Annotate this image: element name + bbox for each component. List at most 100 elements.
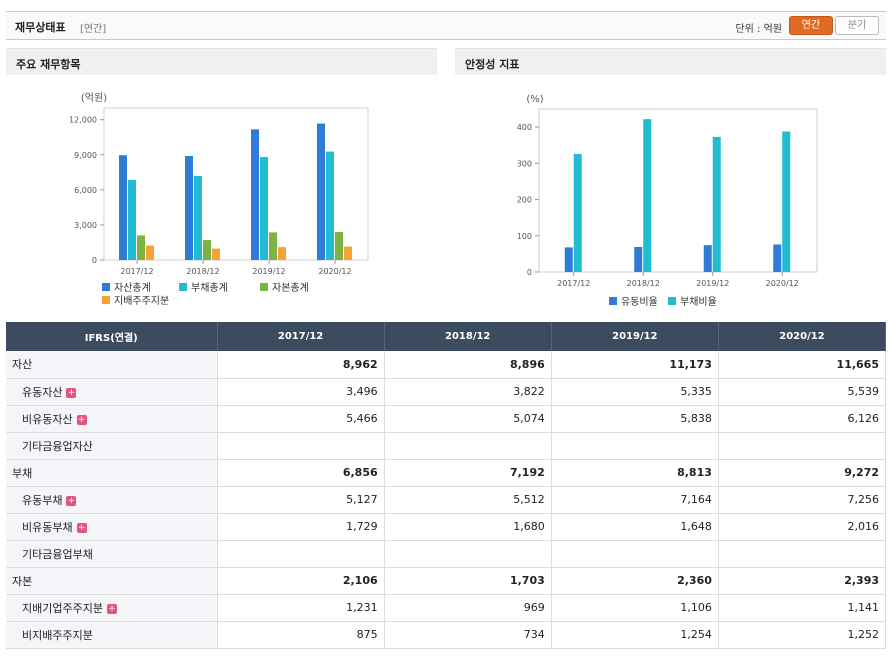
y-tick-label: 0: [527, 268, 532, 277]
table-cell: 5,074: [384, 405, 552, 433]
table-cell: 5,335: [551, 378, 719, 406]
table-cell: 7,256: [718, 486, 887, 514]
table-cell: 3,822: [384, 378, 552, 406]
table-cell: 2,016: [718, 513, 887, 541]
financial-items-chart: (억원) 0 3,000 6,000 9,000 12,000 2017/12 2018/12…: [69, 92, 369, 307]
table-cell: 734: [384, 621, 552, 649]
table-cell: 8,896: [384, 351, 552, 379]
period-indicator: [연간]: [80, 24, 107, 35]
bar-3: [344, 246, 352, 260]
bar-1: [573, 153, 582, 272]
table-cell: [384, 432, 552, 460]
row-label: 기타금융업부채: [6, 540, 218, 568]
table-cell: 7,164: [551, 486, 719, 514]
y-tick-label: 3,000: [74, 221, 97, 230]
legend-label: 부채총계: [191, 282, 228, 294]
row-label: 유동자산 +: [6, 378, 218, 406]
bar-0: [317, 123, 325, 261]
legend-label: 자산총계: [114, 282, 151, 294]
annual-toggle-button[interactable]: 연간: [789, 16, 833, 35]
row-label-text: 유동자산: [22, 385, 63, 399]
table-cell: 5,466: [217, 405, 385, 433]
table-row: 부채 6,856 7,192 8,813 9,272: [6, 459, 887, 487]
bar-1: [194, 175, 202, 260]
x-tick-label: 2017/12: [120, 267, 153, 276]
table-cell: 11,665: [718, 351, 887, 379]
row-label: 비지배주주지분: [6, 621, 218, 649]
table-row: 비유동부채 +1,729 1,680 1,648 2,016: [6, 513, 887, 541]
table-cell: 6,856: [217, 459, 385, 487]
row-label-text: 비유동자산: [22, 412, 73, 426]
bar-2: [269, 232, 277, 260]
bar-1: [326, 151, 334, 260]
bar-1: [128, 179, 136, 260]
table-cell: 1,231: [217, 594, 385, 622]
table-row: 자산 8,962 8,896 11,173 11,665: [6, 351, 887, 379]
row-label: 비유동부채 +: [6, 513, 218, 541]
column-header: 2019/12: [551, 322, 719, 351]
quarterly-toggle-button[interactable]: 분기: [835, 16, 879, 35]
legend-label: 자본총계: [272, 282, 309, 294]
table-cell: 6,126: [718, 405, 887, 433]
x-tick-label: 2017/12: [557, 279, 590, 288]
stability-chart: (%) 0 100 200 300 400 2017/12 2018/12 2019/12 202…: [517, 94, 818, 308]
table-cell: 9,272: [718, 459, 887, 487]
bar-0: [634, 247, 643, 272]
x-tick-label: 2019/12: [252, 267, 285, 276]
bar-1: [782, 131, 791, 272]
table-cell: [551, 540, 719, 568]
row-label-text: 자산: [12, 358, 33, 372]
table-cell: 5,512: [384, 486, 552, 514]
table-cell: [718, 540, 887, 568]
bar-3: [212, 248, 220, 260]
expand-icon[interactable]: +: [66, 495, 77, 506]
bar-3: [278, 247, 286, 260]
expand-icon[interactable]: +: [76, 522, 87, 533]
row-label-text: 자본: [12, 574, 33, 588]
balance-sheet-table: IFRS(연결) 2017/12 2018/12 2019/12 2020/12…: [6, 322, 887, 649]
expand-icon[interactable]: +: [66, 387, 77, 398]
legend-label: 지배주주지분: [114, 295, 169, 307]
bar-0: [703, 245, 712, 272]
table-cell: [217, 432, 385, 460]
table-row: 유동부채 +5,127 5,512 7,164 7,256: [6, 486, 887, 514]
table-cell: 8,813: [551, 459, 719, 487]
section-title: 재무상태표: [15, 21, 66, 34]
y-tick-label: 300: [517, 159, 532, 168]
table-row: 유동자산 +3,496 3,822 5,335 5,539: [6, 378, 887, 406]
y-tick-label: 200: [517, 196, 532, 205]
table-cell: 2,106: [217, 567, 385, 595]
bar-2: [137, 235, 145, 260]
table-header-label: IFRS(연결): [6, 322, 218, 351]
bar-1: [260, 156, 268, 260]
expand-icon[interactable]: +: [76, 414, 87, 425]
expand-icon[interactable]: +: [106, 603, 117, 614]
bar-3: [146, 245, 154, 260]
row-label: 지배기업주주지분 +: [6, 594, 218, 622]
table-cell: 11,173: [551, 351, 719, 379]
bar-0: [119, 155, 127, 260]
bar-0: [564, 247, 573, 272]
legend-swatch: [102, 296, 110, 304]
bar-0: [185, 155, 193, 260]
table-cell: [551, 432, 719, 460]
legend-label: 부채비율: [680, 296, 717, 308]
table-row: 자본 2,106 1,703 2,360 2,393: [6, 567, 887, 595]
row-label-text: 부채: [12, 466, 33, 480]
bar-1: [643, 119, 652, 272]
table-row: 지배기업주주지분 +1,231 969 1,106 1,141: [6, 594, 887, 622]
financial-items-title: 주요 재무항목: [6, 48, 437, 75]
row-label: 유동부채 +: [6, 486, 218, 514]
row-label-text: 비유동부채: [22, 520, 73, 534]
legend-swatch: [179, 283, 187, 291]
y-tick-label: 12,000: [69, 116, 97, 125]
table-cell: 5,539: [718, 378, 887, 406]
x-tick-label: 2020/12: [318, 267, 351, 276]
table-cell: 1,254: [551, 621, 719, 649]
financial-items-panel: 주요 재무항목 (억원) 0 3,000 6,000 9,000 12,000 2017/1…: [6, 48, 437, 320]
column-header: 2017/12: [217, 322, 385, 351]
legend-swatch: [668, 297, 676, 305]
table-cell: 5,127: [217, 486, 385, 514]
table-cell: 3,496: [217, 378, 385, 406]
y-tick-label: 9,000: [74, 151, 97, 160]
